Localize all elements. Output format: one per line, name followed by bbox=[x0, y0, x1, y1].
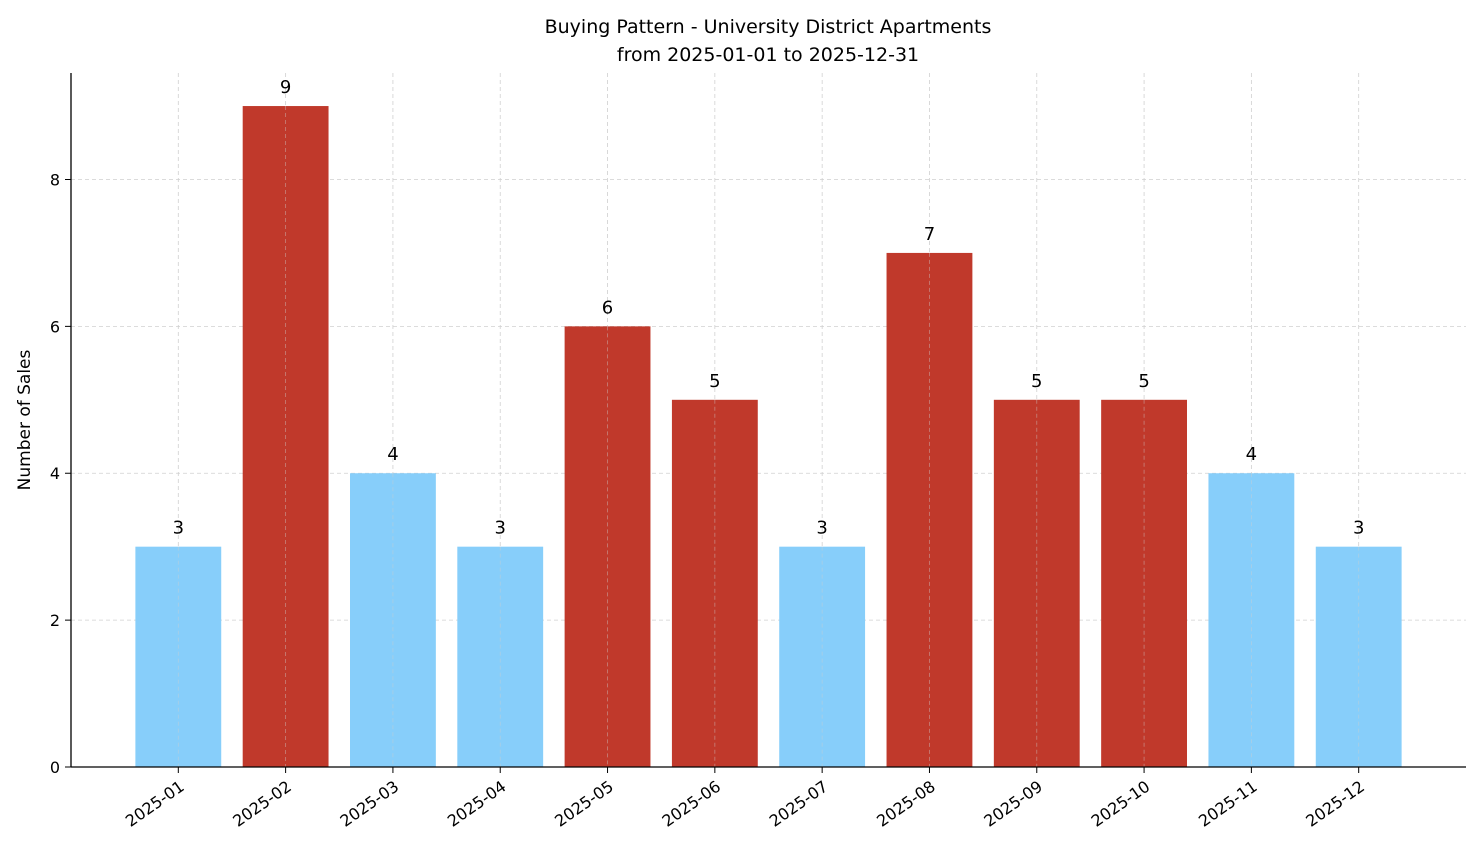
data-label: 5 bbox=[1031, 371, 1042, 392]
x-tick-label: 2025-08 bbox=[873, 777, 939, 831]
bar-2025-11 bbox=[1208, 473, 1295, 767]
x-tick-label: 2025-10 bbox=[1088, 777, 1154, 831]
chart-title: Buying Pattern - University District Apa… bbox=[545, 16, 992, 38]
data-label: 4 bbox=[387, 444, 398, 465]
data-label: 3 bbox=[495, 518, 506, 539]
bar-2025-12 bbox=[1315, 546, 1402, 767]
bar-2025-04 bbox=[457, 546, 544, 767]
x-tick-label: 2025-09 bbox=[980, 777, 1046, 831]
y-tick-label: 4 bbox=[50, 464, 60, 483]
data-label: 5 bbox=[709, 371, 720, 392]
x-tick-label: 2025-03 bbox=[337, 777, 403, 831]
y-tick-label: 6 bbox=[50, 317, 60, 336]
bar-2025-07 bbox=[779, 546, 866, 767]
y-tick-label: 2 bbox=[50, 611, 60, 630]
x-tick-label: 2025-05 bbox=[551, 777, 617, 831]
x-tick-label: 2025-02 bbox=[229, 777, 295, 831]
x-tick-label: 2025-12 bbox=[1302, 777, 1368, 831]
y-tick-label: 8 bbox=[50, 170, 60, 189]
data-label: 4 bbox=[1246, 444, 1257, 465]
y-tick-label: 0 bbox=[50, 758, 60, 777]
data-label: 3 bbox=[816, 518, 827, 539]
x-tick-label: 2025-06 bbox=[658, 777, 724, 831]
bar-2025-03 bbox=[350, 473, 436, 767]
data-label: 3 bbox=[173, 518, 184, 539]
x-tick-label: 2025-01 bbox=[122, 777, 188, 831]
x-tick-label: 2025-07 bbox=[766, 777, 832, 831]
chart-subtitle: from 2025-01-01 to 2025-12-31 bbox=[617, 44, 919, 66]
data-label: 5 bbox=[1138, 371, 1149, 392]
data-label: 9 bbox=[280, 77, 291, 98]
data-label: 3 bbox=[1353, 518, 1364, 539]
bar-2025-01 bbox=[135, 546, 222, 767]
data-label: 7 bbox=[924, 224, 935, 245]
y-axis-label: Number of Sales bbox=[15, 349, 35, 490]
data-label: 6 bbox=[602, 297, 613, 318]
x-tick-label: 2025-11 bbox=[1195, 777, 1261, 831]
x-tick-label: 2025-04 bbox=[444, 777, 510, 831]
